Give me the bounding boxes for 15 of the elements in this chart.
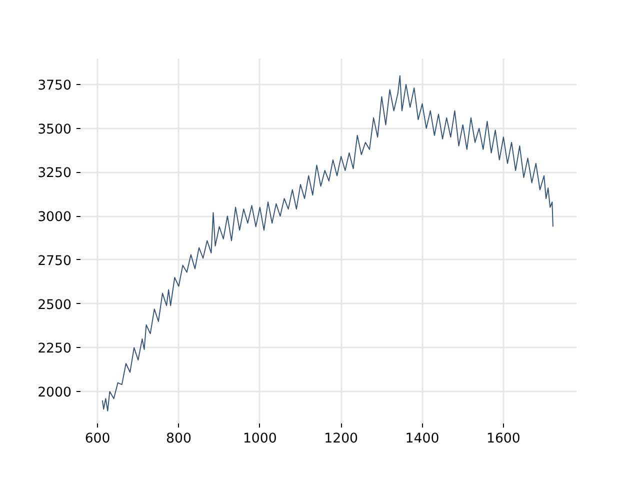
y-tick-label: 2750 [38, 254, 72, 269]
y-tick-label: 3750 [38, 78, 72, 94]
x-tick-label: 1600 [486, 432, 520, 446]
y-tick-label: 3500 [38, 122, 72, 138]
y-tick-label: 3250 [38, 166, 72, 182]
line-series [102, 75, 554, 412]
x-tick-label: 800 [166, 432, 192, 446]
x-tick-label: 1400 [405, 432, 440, 446]
y-tick-label: 2250 [38, 342, 72, 357]
y-tick-label: 2000 [38, 386, 72, 401]
x-tick-label: 1200 [324, 432, 358, 446]
y-tick-label: 3000 [38, 210, 72, 226]
x-tick-label: 600 [84, 432, 110, 446]
y-tick-label: 2500 [38, 298, 72, 313]
x-tick-label: 1000 [242, 432, 277, 446]
